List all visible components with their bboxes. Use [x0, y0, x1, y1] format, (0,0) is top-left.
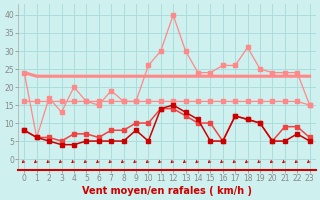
X-axis label: Vent moyen/en rafales ( km/h ): Vent moyen/en rafales ( km/h ) [82, 186, 252, 196]
